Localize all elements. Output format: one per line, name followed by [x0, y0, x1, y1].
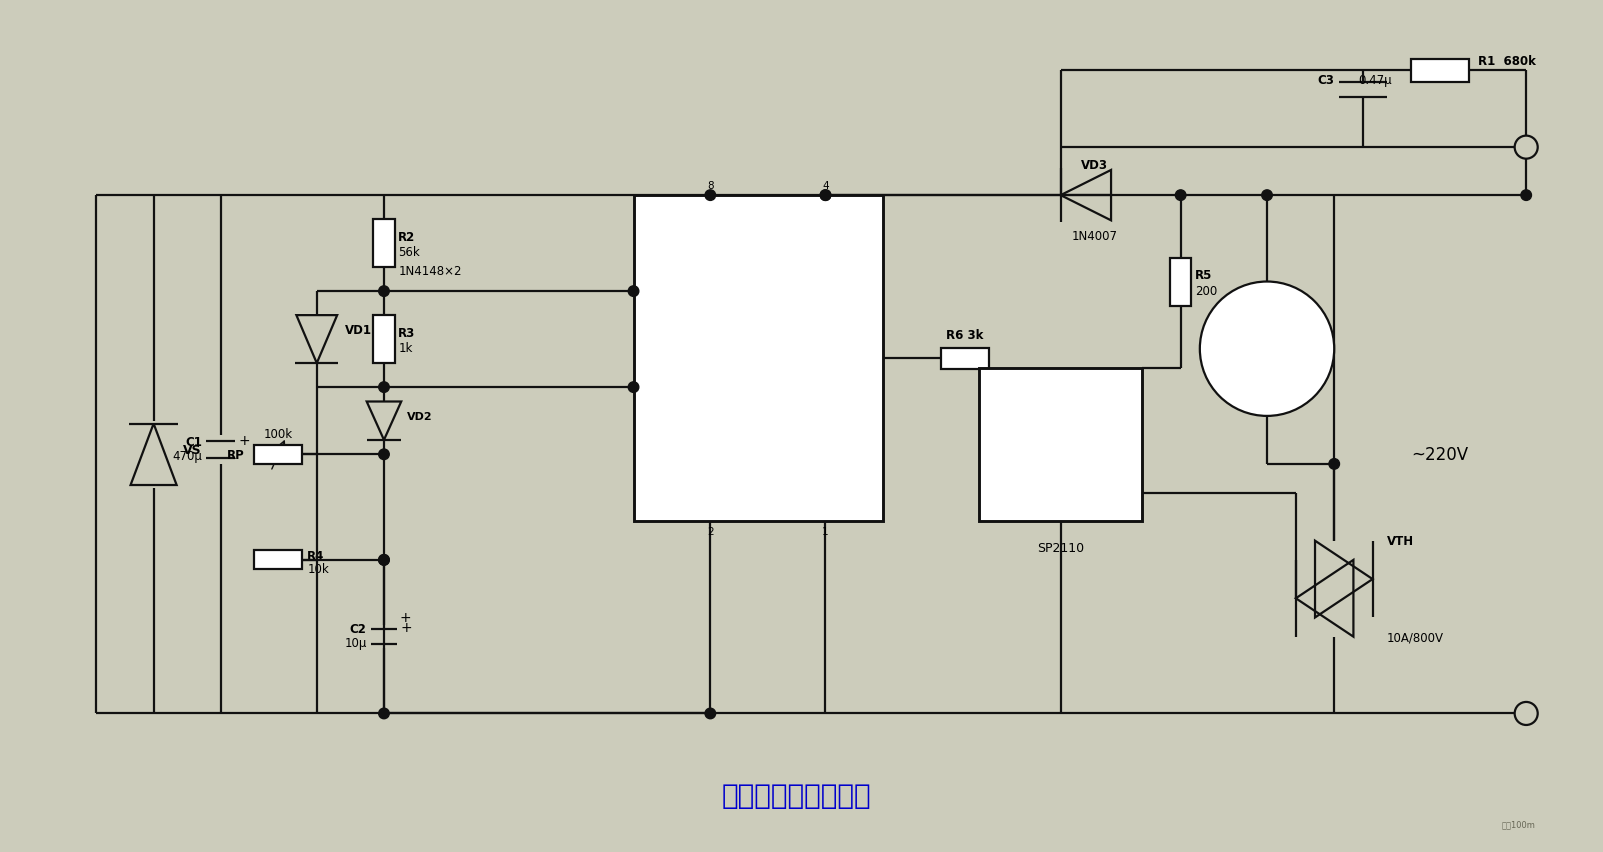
- Text: VS: VS: [183, 444, 202, 457]
- Text: C1: C1: [186, 436, 202, 449]
- Text: VD1: VD1: [345, 324, 372, 337]
- Bar: [373, 220, 394, 268]
- Text: 56k: 56k: [399, 246, 420, 259]
- Text: 200: 200: [1196, 285, 1217, 297]
- Circle shape: [1521, 191, 1531, 201]
- Circle shape: [628, 286, 640, 297]
- Circle shape: [1199, 282, 1334, 417]
- Bar: [255, 446, 303, 464]
- Text: 0.47μ: 0.47μ: [1358, 74, 1391, 88]
- Text: 10k: 10k: [308, 562, 329, 575]
- Circle shape: [1262, 191, 1273, 201]
- Text: 1N4148×2: 1N4148×2: [399, 264, 462, 278]
- Text: 1: 1: [822, 527, 829, 537]
- Bar: [373, 316, 394, 364]
- Text: ~220V: ~220V: [1411, 446, 1468, 463]
- Text: RP: RP: [228, 448, 245, 461]
- Circle shape: [628, 383, 640, 393]
- Text: R5: R5: [1196, 269, 1212, 282]
- Bar: [255, 550, 303, 570]
- Text: R2: R2: [399, 231, 415, 244]
- Text: 2: 2: [707, 527, 713, 537]
- Circle shape: [1515, 136, 1537, 159]
- Circle shape: [1175, 191, 1186, 201]
- Text: 10A/800V: 10A/800V: [1387, 630, 1444, 643]
- Text: 4: 4: [822, 181, 829, 191]
- Text: VTH: VTH: [1387, 534, 1414, 548]
- Bar: [1170, 258, 1191, 306]
- Bar: [941, 348, 989, 370]
- Text: +: +: [239, 434, 250, 447]
- Text: C3: C3: [1318, 74, 1334, 88]
- Text: SP2110: SP2110: [1037, 541, 1084, 554]
- Text: +: +: [399, 611, 410, 625]
- Circle shape: [705, 708, 715, 719]
- Text: VD2: VD2: [407, 412, 433, 422]
- Text: NE555: NE555: [728, 399, 789, 417]
- Text: +   ~: + ~: [1044, 406, 1077, 418]
- Circle shape: [378, 555, 390, 566]
- Text: R1  680k: R1 680k: [1478, 55, 1536, 68]
- Circle shape: [378, 708, 390, 719]
- Text: -   ~: - ~: [1047, 477, 1074, 490]
- Bar: [979, 368, 1143, 522]
- Circle shape: [821, 191, 830, 201]
- Text: 10μ: 10μ: [345, 636, 367, 649]
- Text: 1N4007: 1N4007: [1071, 229, 1117, 243]
- Circle shape: [378, 555, 390, 566]
- Text: KN: KN: [1047, 436, 1074, 454]
- Text: M: M: [1257, 320, 1276, 340]
- Text: VD3: VD3: [1080, 159, 1108, 172]
- Text: 电动机电子调速电路: 电动机电子调速电路: [721, 781, 872, 809]
- Text: R4: R4: [308, 549, 324, 562]
- Circle shape: [705, 191, 715, 201]
- Circle shape: [378, 286, 390, 297]
- Text: 1~: 1~: [1255, 366, 1278, 381]
- Circle shape: [378, 450, 390, 460]
- Bar: [633, 196, 883, 522]
- Text: 6: 6: [638, 383, 644, 393]
- Circle shape: [378, 383, 390, 393]
- Text: IC: IC: [749, 311, 768, 329]
- Circle shape: [1329, 459, 1340, 469]
- Text: 1k: 1k: [399, 342, 412, 354]
- Text: R3: R3: [399, 326, 415, 339]
- Text: 7: 7: [638, 287, 644, 296]
- Circle shape: [1515, 702, 1537, 725]
- Text: 8: 8: [707, 181, 713, 191]
- Text: R6 3k: R6 3k: [946, 329, 983, 342]
- Text: 绿色100m: 绿色100m: [1502, 820, 1536, 829]
- Text: 3: 3: [872, 354, 878, 364]
- Text: 100k: 100k: [264, 428, 293, 440]
- Circle shape: [821, 191, 830, 201]
- Text: 470μ: 470μ: [173, 449, 202, 463]
- Bar: [1411, 60, 1468, 83]
- Text: C2: C2: [349, 623, 367, 636]
- Text: +: +: [401, 620, 412, 635]
